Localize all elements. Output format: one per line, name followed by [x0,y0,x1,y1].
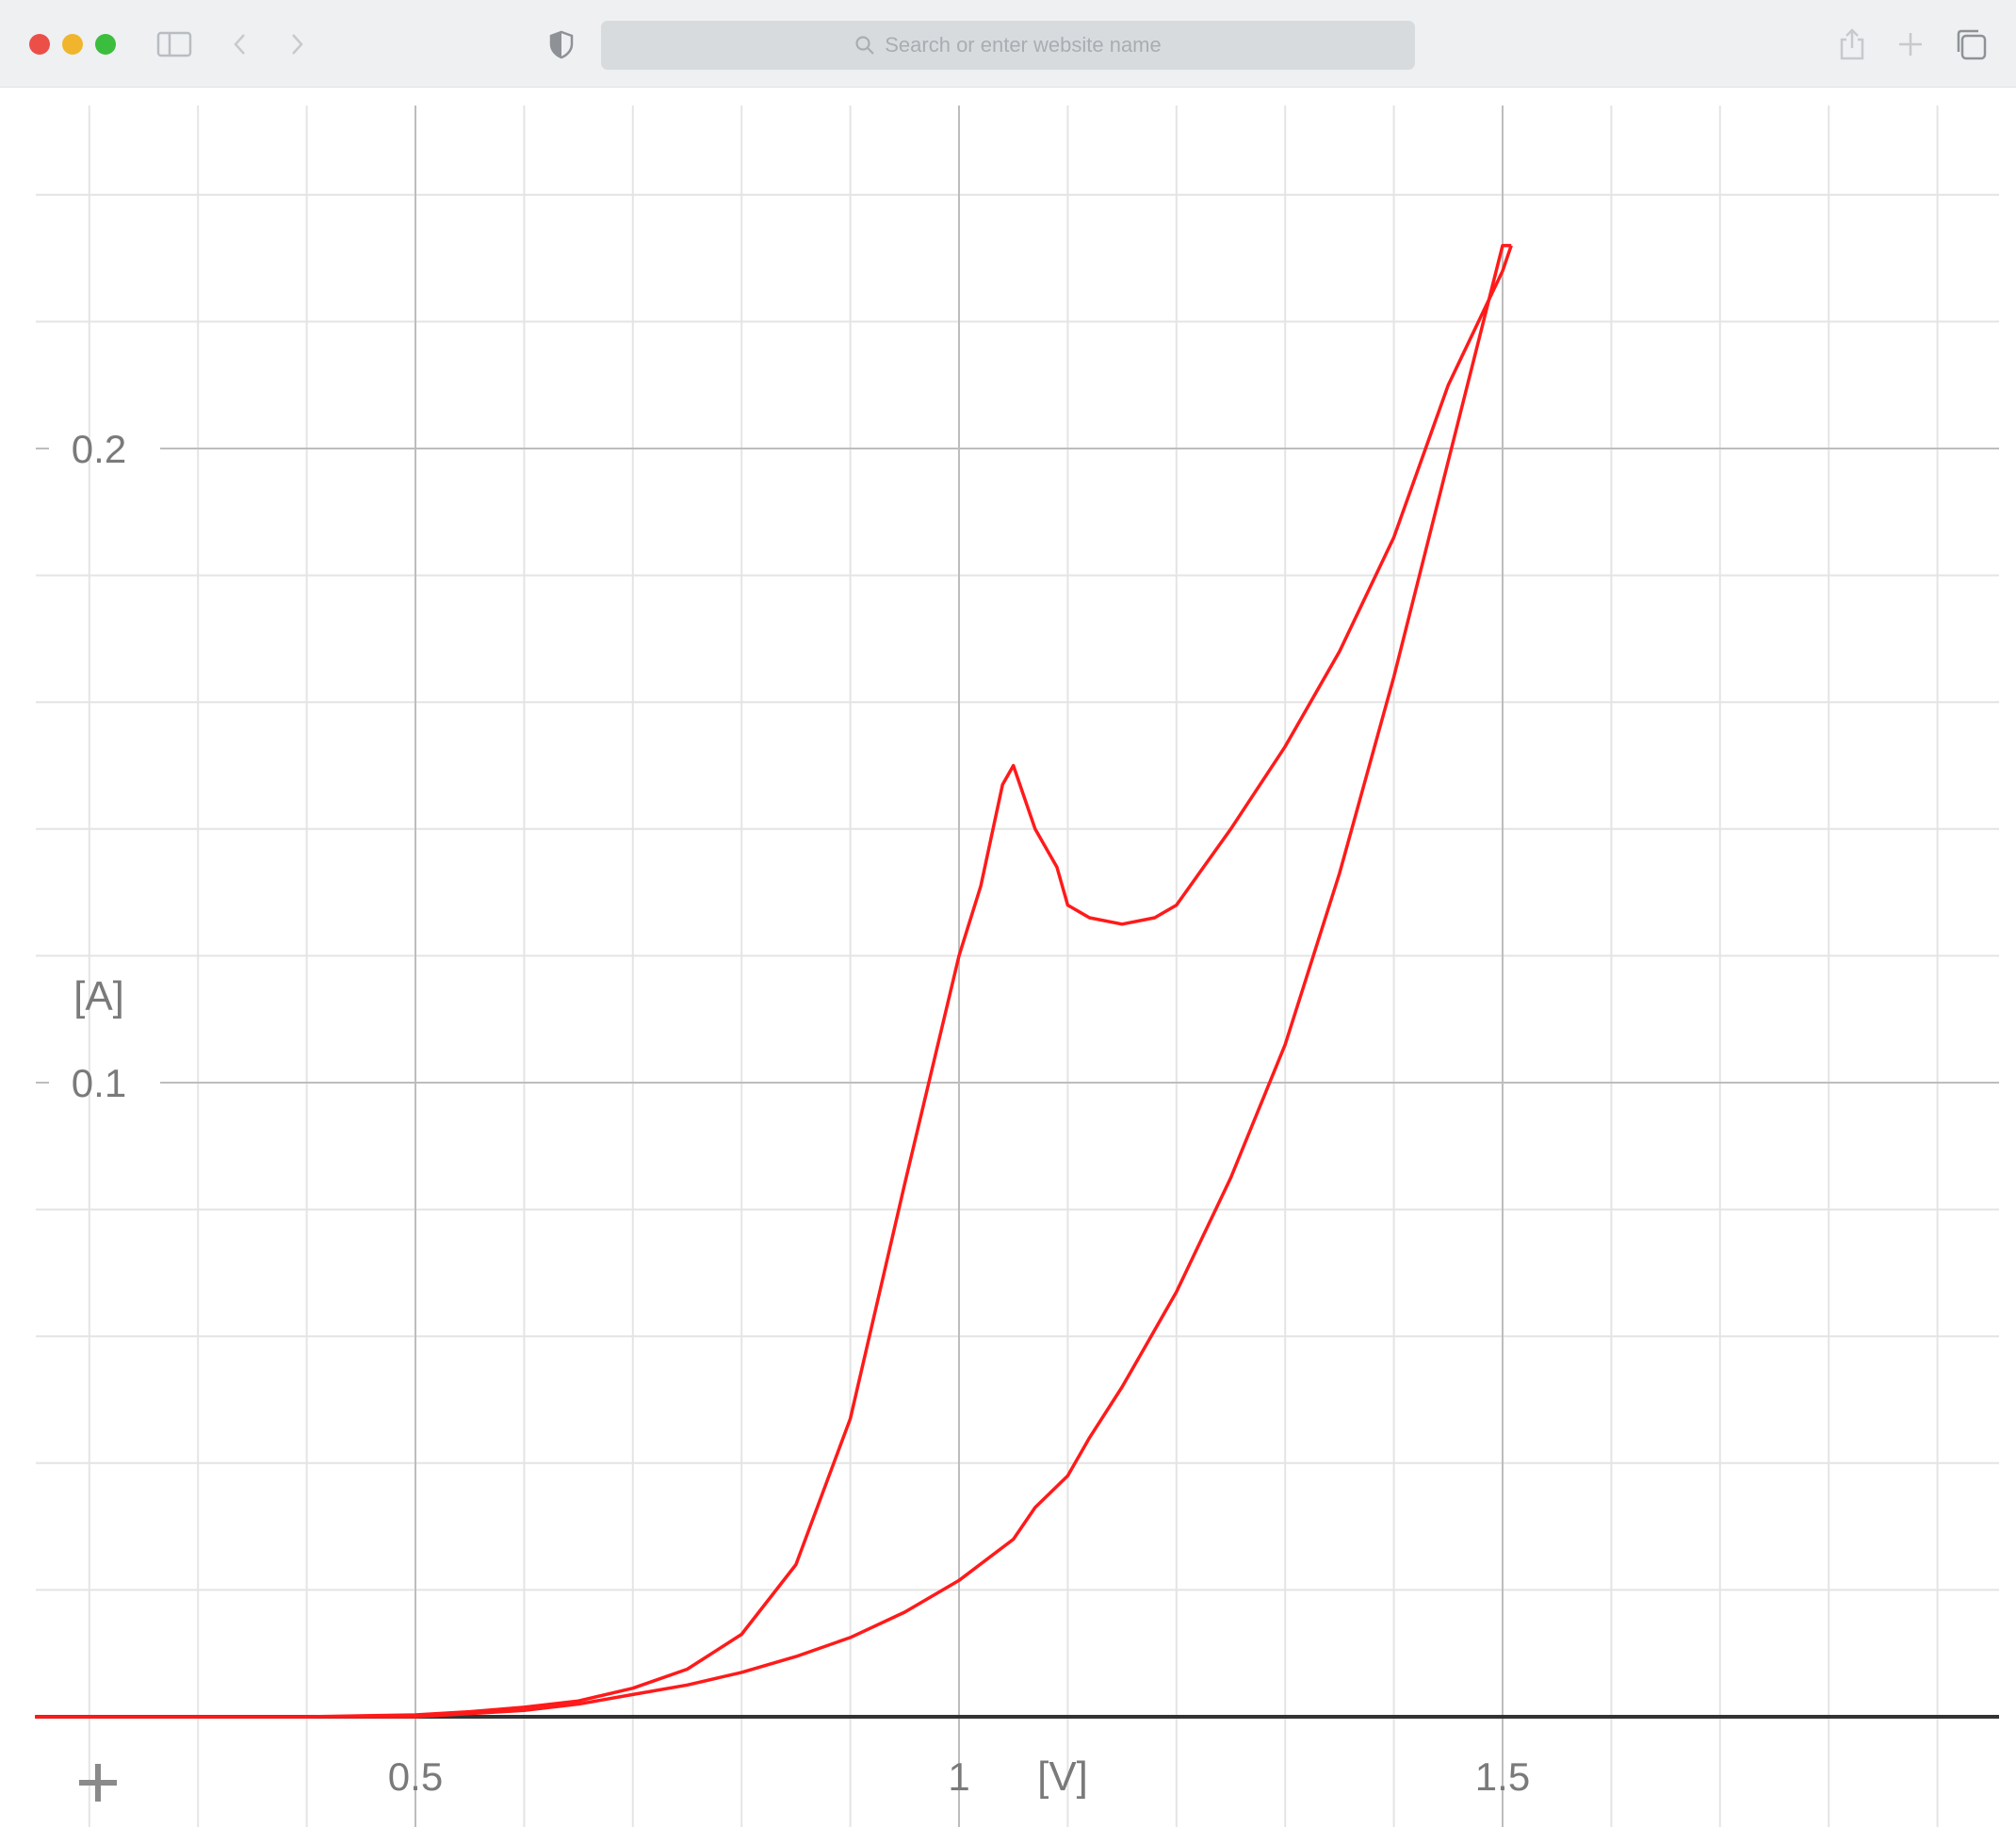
tabs-overview-icon[interactable] [1952,21,1990,68]
y-tick-label: 0.2 [72,427,126,471]
iv-chart: 0.5 1 1.5 0.1 0.2 [V] [A] [35,106,1999,1827]
search-icon [855,36,875,55]
zoom-window-button[interactable] [95,34,116,55]
share-icon[interactable] [1835,21,1869,68]
browser-titlebar: Search or enter website name [0,0,2016,88]
x-tick-label: 1 [948,1754,969,1799]
x-tick-label: 0.5 [388,1754,443,1799]
add-icon[interactable] [79,1764,117,1802]
forward-icon[interactable] [283,21,311,68]
major-gridlines [36,106,1999,1827]
address-placeholder: Search or enter website name [885,33,1162,57]
y-axis-label: [A] [73,973,124,1020]
sidebar-icon[interactable] [154,21,194,68]
address-bar[interactable]: Search or enter website name [601,21,1415,70]
minor-gridlines [36,106,1999,1827]
new-tab-icon[interactable] [1894,21,1927,68]
series-line-1 [35,243,1512,1719]
back-icon[interactable] [226,21,254,68]
x-axis-label: [V] [1037,1754,1088,1800]
shield-icon[interactable] [546,21,577,68]
data-series [35,243,1513,1719]
tick-labels: 0.5 1 1.5 0.1 0.2 [72,427,1530,1799]
y-tick-label: 0.1 [72,1061,126,1105]
x-tick-label: 1.5 [1475,1754,1530,1799]
minimize-window-button[interactable] [62,34,83,55]
series-line-2 [35,245,1513,1719]
close-window-button[interactable] [29,34,50,55]
